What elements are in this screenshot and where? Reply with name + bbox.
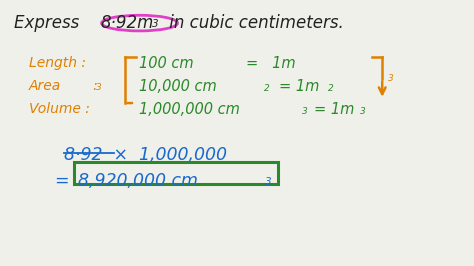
Text: in cubic centimeters.: in cubic centimeters. [164, 15, 344, 32]
Text: = 1m: = 1m [314, 102, 355, 117]
Text: 8·92  ×  1,000,000: 8·92 × 1,000,000 [64, 146, 227, 164]
Text: Length :: Length : [28, 56, 85, 70]
Text: 1,000,000 cm: 1,000,000 cm [138, 102, 239, 117]
Text: =: = [55, 172, 69, 190]
Text: Volume :: Volume : [28, 102, 90, 116]
Text: 2: 2 [264, 84, 270, 93]
Text: 3: 3 [265, 177, 272, 187]
Text: Area: Area [28, 79, 61, 93]
Text: =   1m: = 1m [246, 56, 296, 71]
Text: 3: 3 [301, 107, 308, 117]
Text: 3: 3 [360, 107, 365, 117]
Text: 2: 2 [328, 84, 334, 93]
Text: Express: Express [15, 15, 85, 32]
Text: 8·92m: 8·92m [100, 15, 154, 32]
Text: 100 cm: 100 cm [138, 56, 193, 71]
Text: 10,000 cm: 10,000 cm [138, 79, 216, 94]
Text: 3: 3 [152, 19, 158, 29]
Text: 8,920,000 cm: 8,920,000 cm [78, 172, 198, 190]
Text: 3: 3 [388, 74, 393, 84]
Text: = 1m: = 1m [279, 79, 319, 94]
Text: 3: 3 [96, 83, 101, 92]
Text: :: : [80, 79, 98, 93]
